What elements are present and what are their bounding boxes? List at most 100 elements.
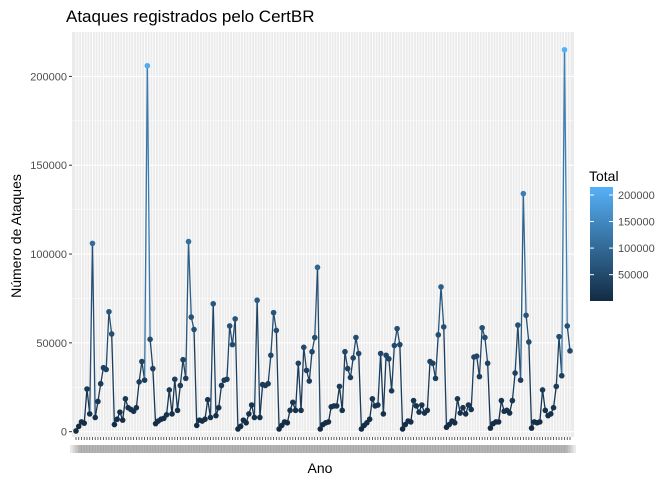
line-segment <box>146 65 151 340</box>
x-tick-label-glyphs <box>435 445 448 453</box>
data-point <box>339 407 346 414</box>
data-point <box>147 336 153 343</box>
line-segment <box>555 336 560 387</box>
data-point <box>553 383 560 390</box>
x-tick-label-glyphs <box>424 445 437 453</box>
x-tick-label-glyphs <box>201 445 214 453</box>
data-point <box>542 407 549 414</box>
x-tick-label-glyphs <box>415 445 428 453</box>
line-segment <box>267 355 272 384</box>
x-tick-label-glyphs <box>459 445 472 453</box>
x-tick-label-glyphs <box>380 445 393 453</box>
data-point <box>306 378 313 384</box>
data-point <box>506 410 513 416</box>
line-segment <box>541 389 546 411</box>
x-tick-label-glyphs <box>355 445 368 453</box>
data-point <box>440 324 447 330</box>
data-point <box>97 380 104 387</box>
x-tick-label-glyphs <box>185 445 198 453</box>
data-point <box>526 339 532 345</box>
x-axis-label: Ano <box>308 460 333 476</box>
x-tick-label-glyphs <box>237 445 250 453</box>
x-tick-label-glyphs <box>539 445 552 453</box>
data-point <box>270 309 277 316</box>
data-point <box>429 360 436 367</box>
data-point <box>204 396 211 403</box>
x-tick-label-glyphs <box>188 445 201 453</box>
x-tick-label-glyphs <box>245 445 258 453</box>
data-point <box>366 416 373 423</box>
data-point <box>419 402 425 408</box>
data-point <box>268 352 274 359</box>
line-segment <box>149 339 154 369</box>
line-segment <box>179 359 184 386</box>
data-point <box>103 366 109 373</box>
data-point <box>498 397 505 404</box>
x-tick-label-glyphs <box>473 445 486 453</box>
x-tick-label-glyphs <box>410 445 423 453</box>
line-segment <box>561 49 566 376</box>
line-segment <box>341 351 346 411</box>
x-tick-label-glyphs <box>391 445 404 453</box>
data-point <box>265 380 271 387</box>
line-segment <box>308 351 313 382</box>
data-point <box>182 375 189 382</box>
x-tick-label-glyphs <box>393 445 406 453</box>
x-tick-label-glyphs <box>166 445 179 453</box>
x-tick-label-glyphs <box>70 445 82 453</box>
data-point <box>177 382 184 389</box>
x-tick-label-glyphs <box>78 445 91 453</box>
x-tick-label-glyphs <box>105 445 118 453</box>
x-tick-label-glyphs <box>330 445 343 453</box>
line-segment <box>539 389 544 422</box>
x-tick-label-glyphs <box>262 445 275 453</box>
data-point <box>139 358 145 365</box>
data-point <box>191 326 197 333</box>
data-point <box>460 404 466 411</box>
x-tick-label-glyphs <box>275 445 288 453</box>
data-point <box>432 375 439 382</box>
x-tick-label-glyphs <box>231 445 244 453</box>
x-tick-label-glyphs <box>338 445 351 453</box>
x-tick-label-glyphs <box>124 445 137 453</box>
line-segment <box>399 344 404 430</box>
data-point <box>397 341 403 348</box>
line-segment <box>443 326 448 428</box>
data-point <box>350 355 356 361</box>
x-tick-label-glyphs <box>525 445 538 453</box>
x-tick-label-glyphs <box>509 445 522 453</box>
legend-tick-label: 200000 <box>618 190 655 202</box>
data-point <box>547 411 554 417</box>
data-point <box>468 406 475 413</box>
line-segment <box>344 351 349 369</box>
x-tick-label-glyphs <box>306 445 319 453</box>
data-point <box>333 403 340 409</box>
x-tick-label-glyphs <box>157 445 170 453</box>
x-tick-label-glyphs <box>437 445 450 453</box>
data-point <box>213 412 219 419</box>
line-segment <box>525 315 530 343</box>
data-point <box>84 386 90 392</box>
line-segment <box>470 357 475 410</box>
x-tick-label-glyphs <box>300 445 313 453</box>
x-tick-label-glyphs <box>456 445 469 453</box>
line-segment <box>259 384 264 418</box>
line-segment <box>185 241 190 379</box>
x-tick-label-glyphs <box>336 445 349 453</box>
line-segment <box>426 361 431 411</box>
x-tick-label-glyphs <box>492 445 505 453</box>
x-tick-label-glyphs <box>451 445 464 453</box>
x-tick-label-glyphs <box>240 445 253 453</box>
x-tick-label-glyphs <box>514 445 527 453</box>
x-tick-label-glyphs <box>303 445 316 453</box>
data-point <box>476 373 483 380</box>
x-tick-label-glyphs <box>130 445 143 453</box>
line-segment <box>514 325 519 374</box>
line-segment <box>300 347 305 411</box>
data-point <box>399 426 406 432</box>
data-point <box>218 382 225 389</box>
data-point <box>309 348 315 355</box>
legend-colorbar <box>590 187 613 301</box>
data-point <box>150 365 156 372</box>
data-point <box>473 353 480 359</box>
